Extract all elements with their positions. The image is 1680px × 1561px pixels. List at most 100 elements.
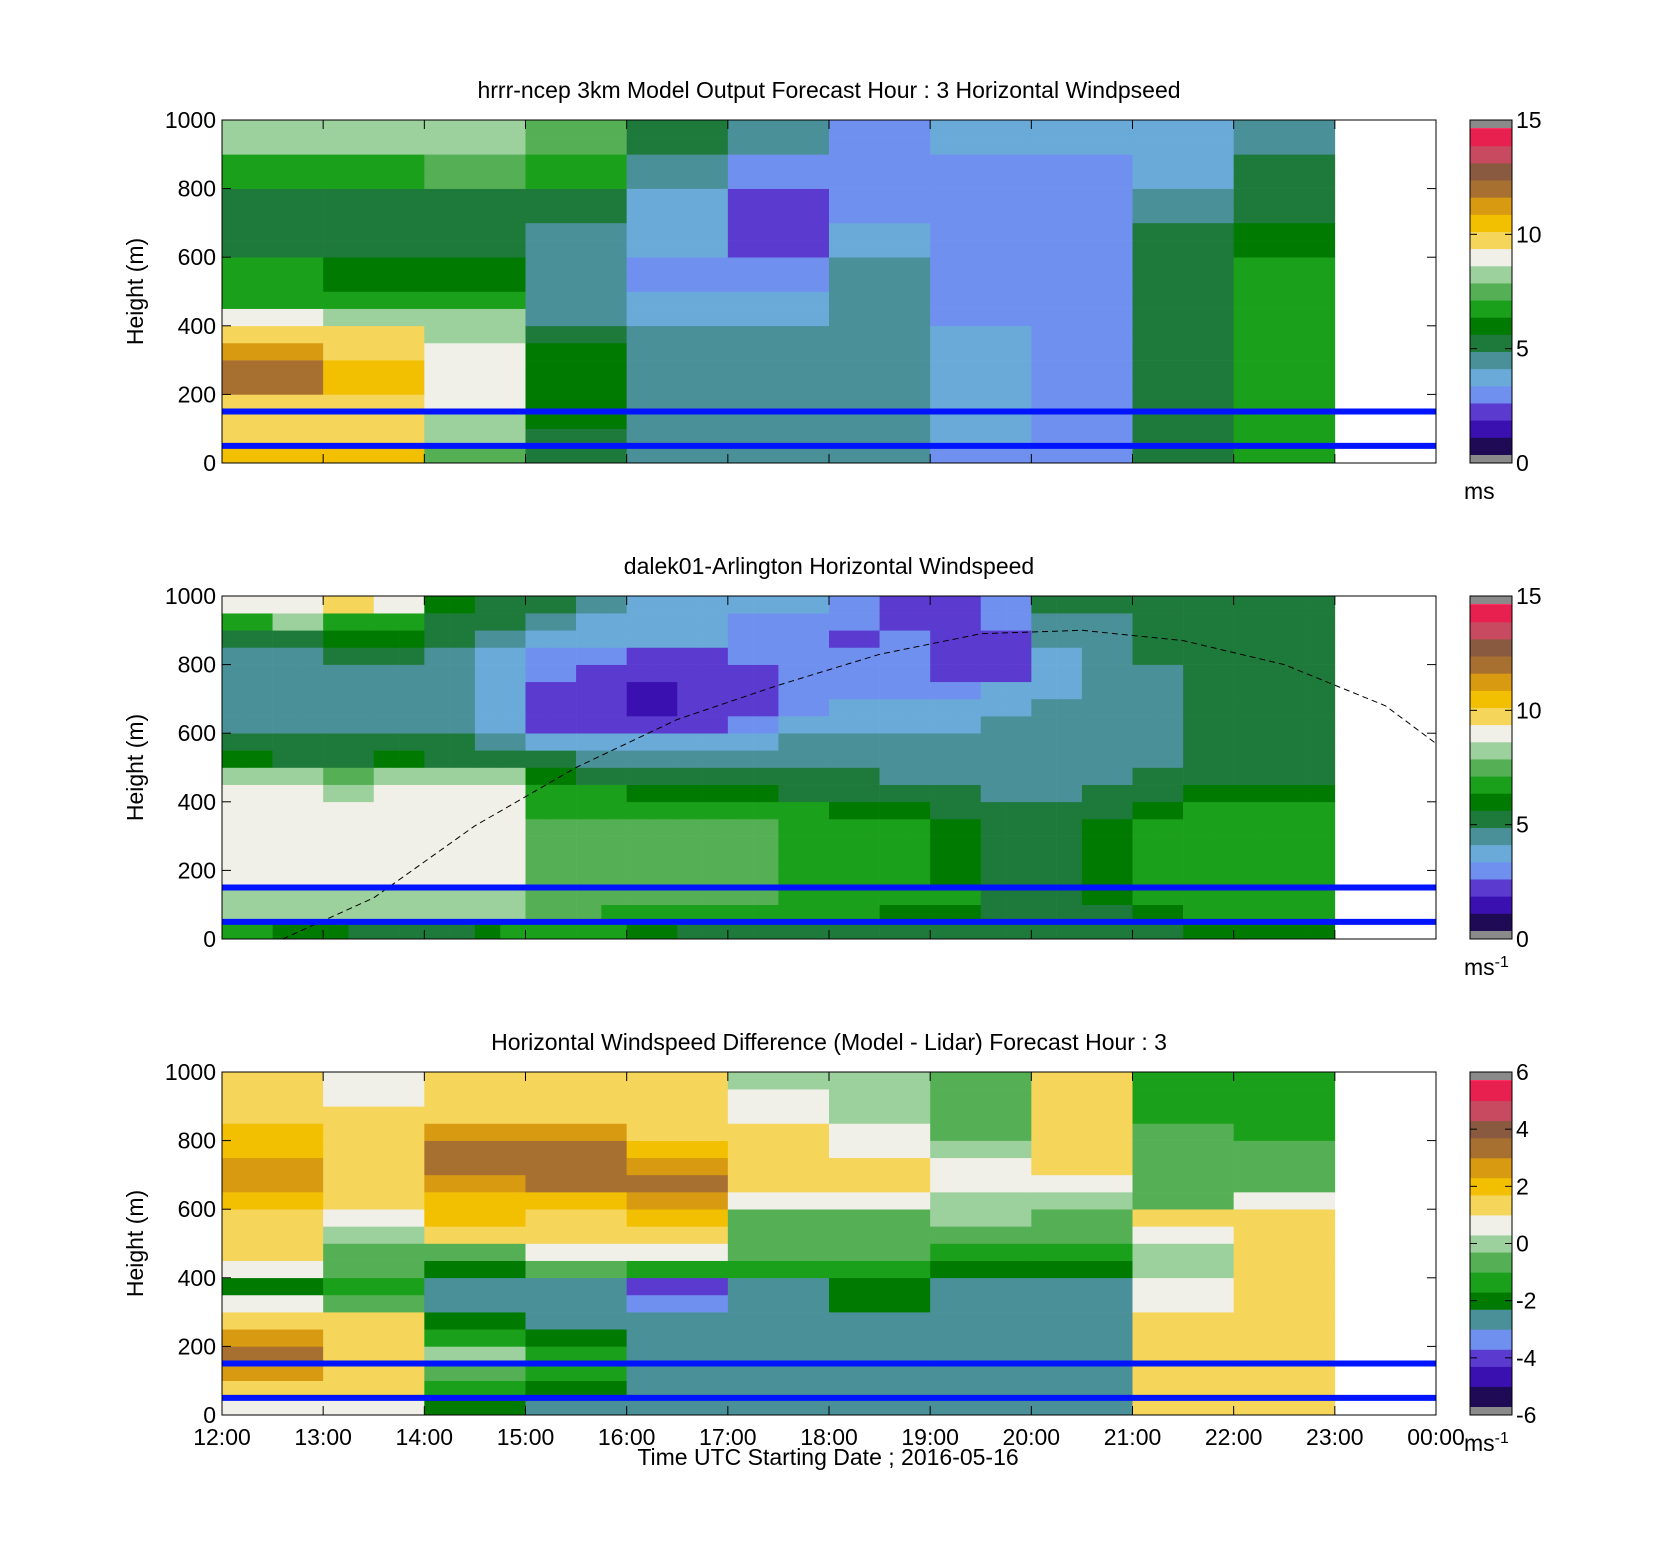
heatmap-cell: [829, 818, 855, 837]
heatmap-cell: [1183, 698, 1209, 717]
heatmap-cell: [1132, 137, 1234, 155]
heatmap-cell: [424, 1089, 526, 1107]
heatmap-cell: [525, 291, 627, 309]
colorbar-segment: [1470, 767, 1512, 771]
colorbar-segment: [1470, 847, 1512, 851]
colorbar-segment: [1470, 1354, 1512, 1359]
heatmap-cell: [955, 887, 982, 905]
heatmap-cell: [297, 836, 324, 854]
heatmap-cell: [829, 647, 855, 665]
heatmap-cell: [1284, 750, 1310, 768]
heatmap-cell: [576, 784, 602, 803]
heatmap-cell: [829, 308, 931, 327]
heatmap-cell: [753, 853, 779, 871]
colorbar-segment: [1470, 288, 1512, 292]
colorbar-segment: [1470, 194, 1512, 198]
heatmap-cell: [1031, 596, 1057, 614]
heatmap-cell: [297, 767, 324, 785]
heatmap-cell: [930, 596, 956, 614]
heatmap-cell: [727, 154, 830, 172]
colorbar-segment: [1470, 693, 1512, 697]
heatmap-cell: [727, 784, 754, 803]
heatmap-cell: [323, 120, 425, 138]
heatmap-cell: [1056, 733, 1083, 751]
heatmap-cell: [297, 596, 324, 614]
colorbar-segment: [1470, 1386, 1512, 1390]
heatmap-cell: [904, 836, 931, 854]
colorbar-segment: [1470, 151, 1512, 155]
heatmap-cell: [1006, 596, 1032, 614]
heatmap-cell: [1258, 921, 1285, 940]
heatmap-cell: [525, 1312, 627, 1330]
heatmap-cell: [297, 818, 324, 837]
colorbar-segment: [1470, 910, 1512, 914]
heatmap-cell: [1031, 716, 1057, 734]
heatmap-cell: [424, 1209, 526, 1227]
colorbar-segment: [1470, 1214, 1512, 1219]
heatmap-cell: [930, 1294, 1032, 1313]
heatmap-cell: [1233, 818, 1260, 837]
colorbar-segment: [1470, 1114, 1512, 1119]
heatmap-cell: [1031, 767, 1057, 785]
colorbar-segment: [1470, 1174, 1512, 1179]
heatmap-cell: [525, 596, 552, 614]
heatmap-cell: [829, 257, 931, 275]
heatmap-cell: [1233, 308, 1336, 327]
colorbar-segment: [1470, 311, 1512, 315]
heatmap-cell: [297, 664, 324, 683]
heatmap-cell: [1132, 257, 1234, 275]
heatmap-cell: [1107, 836, 1133, 854]
heatmap-cell: [424, 1363, 526, 1381]
heatmap-cell: [1132, 716, 1159, 734]
heatmap-cell: [727, 1346, 830, 1364]
heatmap-cell: [778, 767, 805, 785]
heatmap-cell: [626, 613, 653, 631]
heatmap-cell: [1183, 596, 1209, 614]
heatmap-cell: [1284, 596, 1310, 614]
heatmap-cells: [222, 1072, 1336, 1416]
heatmap-cell: [1208, 596, 1234, 614]
heatmap-cell: [323, 767, 349, 785]
y-tick-label: 0: [203, 450, 216, 476]
heatmap-cell: [1132, 188, 1234, 207]
heatmap-cell: [399, 664, 425, 683]
colorbar-segment: [1470, 360, 1512, 364]
heatmap-cell: [727, 188, 830, 207]
heatmap-cell: [1132, 394, 1234, 412]
heatmap-cell: [525, 222, 627, 241]
heatmap-cell: [323, 257, 425, 275]
heatmap-cell: [1132, 1174, 1234, 1193]
colorbar-segment: [1470, 1337, 1512, 1342]
colorbar-segment: [1470, 137, 1512, 141]
heatmap-cell: [323, 1192, 425, 1210]
heatmap-cell: [626, 1072, 729, 1090]
heatmap-cell: [1233, 887, 1260, 905]
colorbar-segment: [1470, 174, 1512, 178]
colorbar-tick-label: 5: [1516, 336, 1529, 362]
heatmap-cell: [626, 1123, 729, 1141]
heatmap-cell: [222, 1329, 324, 1347]
heatmap-cell: [778, 698, 805, 717]
colorbar-segment: [1470, 1154, 1512, 1159]
heatmap-cell: [930, 818, 956, 837]
heatmap-cell: [1081, 733, 1108, 751]
heatmap-cell: [904, 596, 931, 614]
heatmap-cell: [500, 750, 526, 768]
y-tick-label: 600: [178, 244, 216, 270]
colorbar-segment: [1470, 1260, 1512, 1265]
heatmap-cell: [222, 853, 248, 871]
heatmap-cell: [1233, 1106, 1336, 1124]
heatmap-cell: [348, 836, 375, 854]
heatmap-cell: [930, 733, 956, 751]
colorbar-segment: [1470, 300, 1512, 304]
colorbar-cap-top: [1470, 1072, 1512, 1080]
heatmap-cell: [904, 630, 931, 648]
heatmap-cell: [474, 818, 501, 837]
heatmap-cell: [222, 613, 248, 631]
colorbar-segment: [1470, 758, 1512, 763]
heatmap-cell: [550, 870, 577, 888]
colorbar-segment: [1470, 437, 1512, 441]
heatmap-cell: [1309, 921, 1336, 940]
heatmap-cell: [222, 801, 248, 820]
heatmap-cell: [677, 904, 703, 923]
